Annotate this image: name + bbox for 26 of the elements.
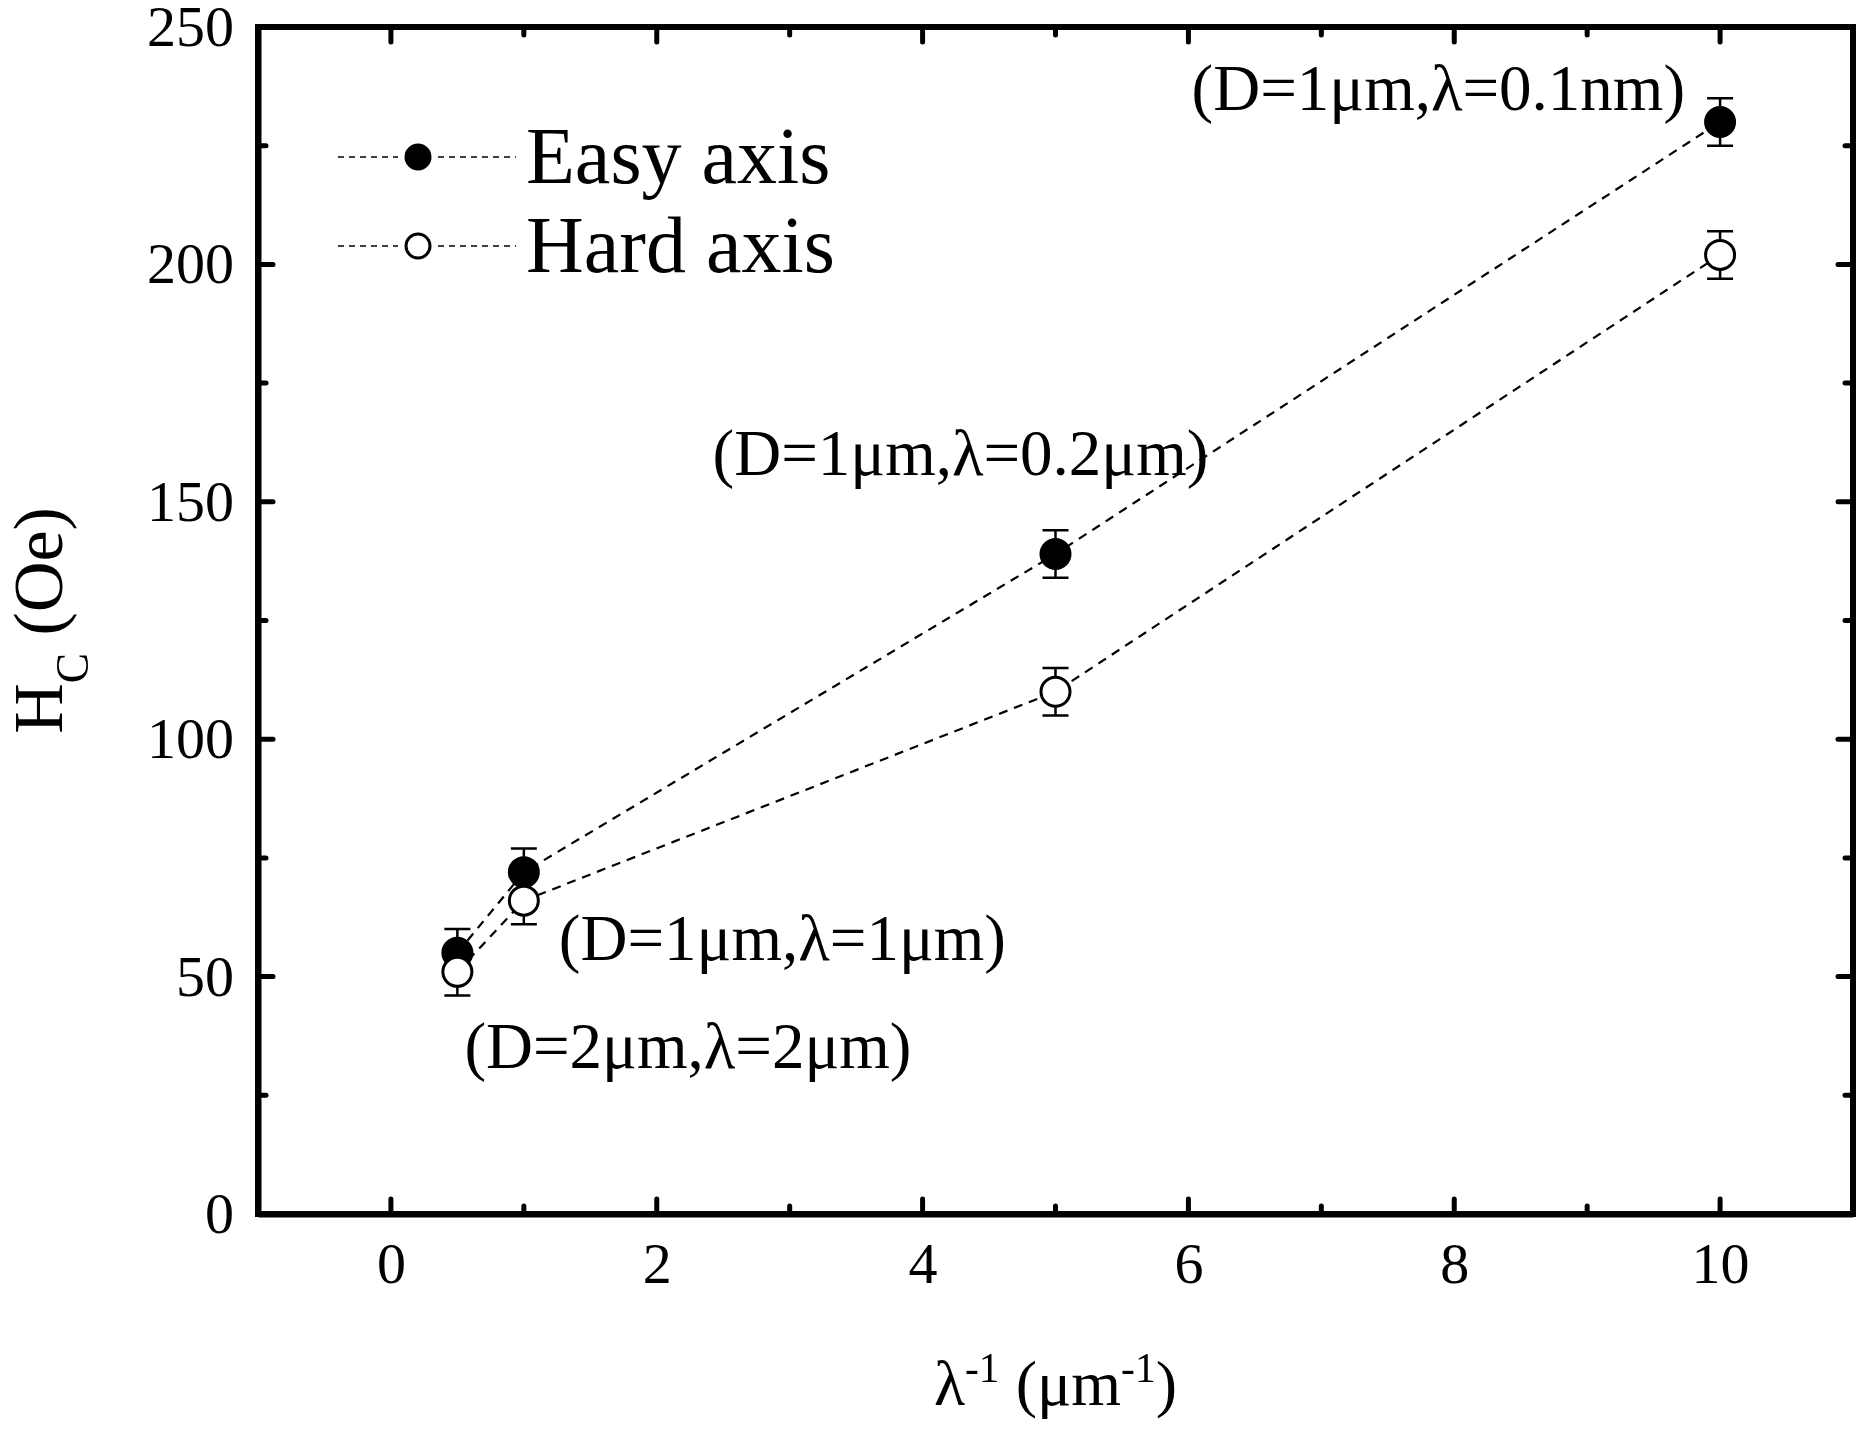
point	[1704, 105, 1737, 138]
x-tick-label: 4	[908, 1231, 938, 1297]
x-tick-label: 0	[376, 1231, 406, 1297]
annotation: (D=1μm,λ=0.2μm)	[712, 417, 1209, 490]
point	[441, 955, 474, 988]
x-axis-title: λ$^{-1}$ (μm$^{-1}$)	[933, 1345, 1178, 1419]
point	[1039, 675, 1072, 708]
y-tick-label: 250	[147, 0, 234, 60]
legend-label: Hard axis	[526, 201, 835, 290]
point	[1704, 238, 1737, 271]
y-tick-label: 150	[147, 468, 234, 534]
x-tick-label: 10	[1691, 1231, 1750, 1297]
x-tick-label: 8	[1440, 1231, 1470, 1297]
point	[507, 884, 540, 917]
y-tick-label: 100	[147, 706, 234, 772]
annotation: (D=2μm,λ=2μm)	[464, 1009, 912, 1082]
point	[507, 856, 540, 889]
x-tick-label: 6	[1174, 1231, 1204, 1297]
y-tick-label: 200	[147, 231, 234, 297]
legend-label: Easy axis	[526, 112, 831, 201]
y-tick-label: 0	[205, 1181, 234, 1247]
annotation: (D=1μm,λ=0.1nm)	[1191, 51, 1686, 124]
point	[1039, 538, 1072, 570]
annotation: (D=1μm,λ=1μm)	[558, 901, 1006, 974]
x-tick-label: 2	[642, 1231, 672, 1297]
y-tick-label: 50	[176, 943, 234, 1009]
